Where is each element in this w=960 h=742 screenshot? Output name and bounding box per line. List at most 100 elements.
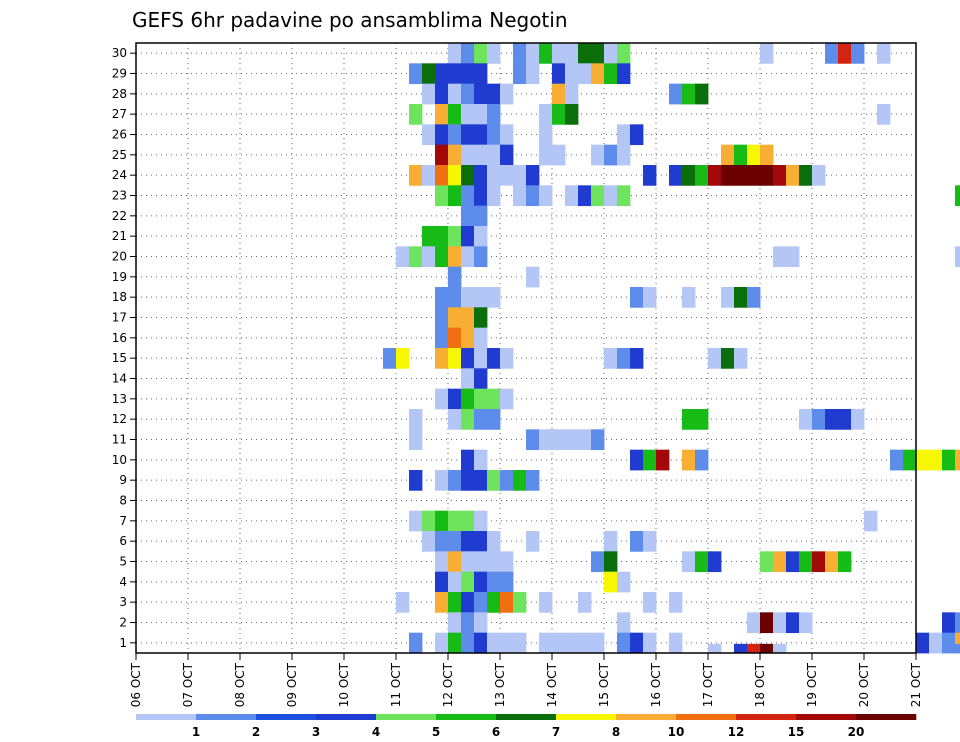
y-tick-label: 23 xyxy=(112,189,127,203)
y-tick-label: 8 xyxy=(119,494,127,508)
heatmap-cell xyxy=(448,144,462,166)
heatmap-cell xyxy=(513,165,527,186)
heatmap-cell xyxy=(474,368,488,390)
heatmap-cell xyxy=(539,429,553,451)
x-tick-label: 17 OCT xyxy=(701,662,715,707)
legend-label: 1 xyxy=(192,725,200,739)
heatmap-cell xyxy=(526,165,540,186)
heatmap-cell xyxy=(591,144,605,166)
heatmap-cell xyxy=(422,165,436,186)
heatmap-cell xyxy=(773,551,787,573)
heatmap-cell xyxy=(448,388,462,410)
heatmap-cell xyxy=(643,531,657,552)
x-tick-label: 10 OCT xyxy=(337,662,351,707)
heatmap-cell xyxy=(448,551,462,573)
heatmap-cell xyxy=(669,632,683,654)
heatmap-cell xyxy=(461,571,475,593)
legend-label: 3 xyxy=(312,725,320,739)
heatmap-cell xyxy=(513,43,527,64)
legend-swatch xyxy=(496,714,557,720)
heatmap-cell xyxy=(578,43,592,64)
heatmap-cell xyxy=(487,551,501,573)
x-tick-label: 14 OCT xyxy=(545,662,559,707)
heatmap-cell xyxy=(695,165,709,186)
heatmap-cell xyxy=(474,348,488,369)
heatmap-cell xyxy=(838,551,852,573)
heatmap-cell xyxy=(487,571,501,593)
heatmap-cell xyxy=(461,368,475,390)
heatmap-cell xyxy=(461,124,475,146)
heatmap-cell xyxy=(435,531,449,552)
heatmap-cell xyxy=(708,165,722,186)
heatmap-cell xyxy=(474,307,488,329)
heatmap-cell xyxy=(669,592,683,613)
heatmap-cell xyxy=(565,83,579,105)
heatmap-cell xyxy=(513,185,527,207)
heatmap-cell xyxy=(448,470,462,491)
heatmap-cell xyxy=(435,185,449,207)
heatmap-cell xyxy=(461,551,475,573)
heatmap-cell xyxy=(500,165,514,186)
legend-label: 12 xyxy=(728,725,745,739)
heatmap-cell xyxy=(773,246,787,268)
x-tick-label: 13 OCT xyxy=(493,662,507,707)
heatmap-cell xyxy=(500,632,514,654)
legend-swatch xyxy=(136,714,197,720)
heatmap-cell xyxy=(435,592,449,613)
heatmap-cell xyxy=(474,327,488,349)
heatmap-cell xyxy=(500,348,514,369)
y-tick-label: 20 xyxy=(112,250,127,264)
heatmap-cell xyxy=(955,643,960,654)
heatmap-cell xyxy=(877,104,891,125)
heatmap-cell xyxy=(409,63,423,85)
heatmap-cell xyxy=(734,643,748,654)
heatmap-cell xyxy=(409,632,423,654)
heatmap-cell xyxy=(942,632,956,654)
heatmap-cell xyxy=(591,185,605,207)
heatmap-cell xyxy=(526,266,540,288)
x-tick-label: 15 OCT xyxy=(597,662,611,707)
y-tick-label: 4 xyxy=(119,575,127,589)
y-tick-label: 2 xyxy=(119,616,127,630)
heatmap-cell xyxy=(422,246,436,268)
legend-label: 5 xyxy=(432,725,440,739)
heatmap-cell xyxy=(955,185,960,207)
heatmap-cell xyxy=(565,104,579,125)
heatmap-cell xyxy=(422,226,436,247)
heatmap-cell xyxy=(812,409,826,430)
x-tick-label: 18 OCT xyxy=(753,662,767,707)
heatmap-cell xyxy=(461,612,475,634)
heatmap-cell xyxy=(578,632,592,654)
heatmap-cell xyxy=(760,165,774,186)
heatmap-cell xyxy=(760,643,774,654)
heatmap-cell xyxy=(617,124,631,146)
legend-label: 2 xyxy=(252,725,260,739)
heatmap-cell xyxy=(929,632,943,654)
heatmap-cell xyxy=(500,388,514,410)
heatmap-cell xyxy=(487,531,501,552)
x-tick-label: 09 OCT xyxy=(285,662,299,707)
heatmap-cell xyxy=(448,246,462,268)
y-tick-label: 9 xyxy=(119,473,127,487)
heatmap-cell xyxy=(565,429,579,451)
heatmap-cell xyxy=(721,165,735,186)
heatmap-cell xyxy=(617,185,631,207)
heatmap-cells xyxy=(383,43,960,654)
legend-swatch xyxy=(856,714,917,720)
heatmap-cell xyxy=(487,632,501,654)
heatmap-cell xyxy=(695,551,709,573)
heatmap-cell xyxy=(591,63,605,85)
heatmap-cell xyxy=(565,43,579,64)
heatmap-cell xyxy=(435,124,449,146)
heatmap-cell xyxy=(487,185,501,207)
heatmap-cell xyxy=(435,348,449,369)
heatmap-cell xyxy=(435,246,449,268)
heatmap-cell xyxy=(604,185,618,207)
heatmap-cell xyxy=(526,63,540,85)
heatmap-cell xyxy=(955,246,960,268)
heatmap-cell xyxy=(474,63,488,85)
heatmap-cell xyxy=(695,409,709,430)
heatmap-cell xyxy=(448,287,462,308)
heatmap-cell xyxy=(760,612,774,634)
heatmap-cell xyxy=(786,165,800,186)
